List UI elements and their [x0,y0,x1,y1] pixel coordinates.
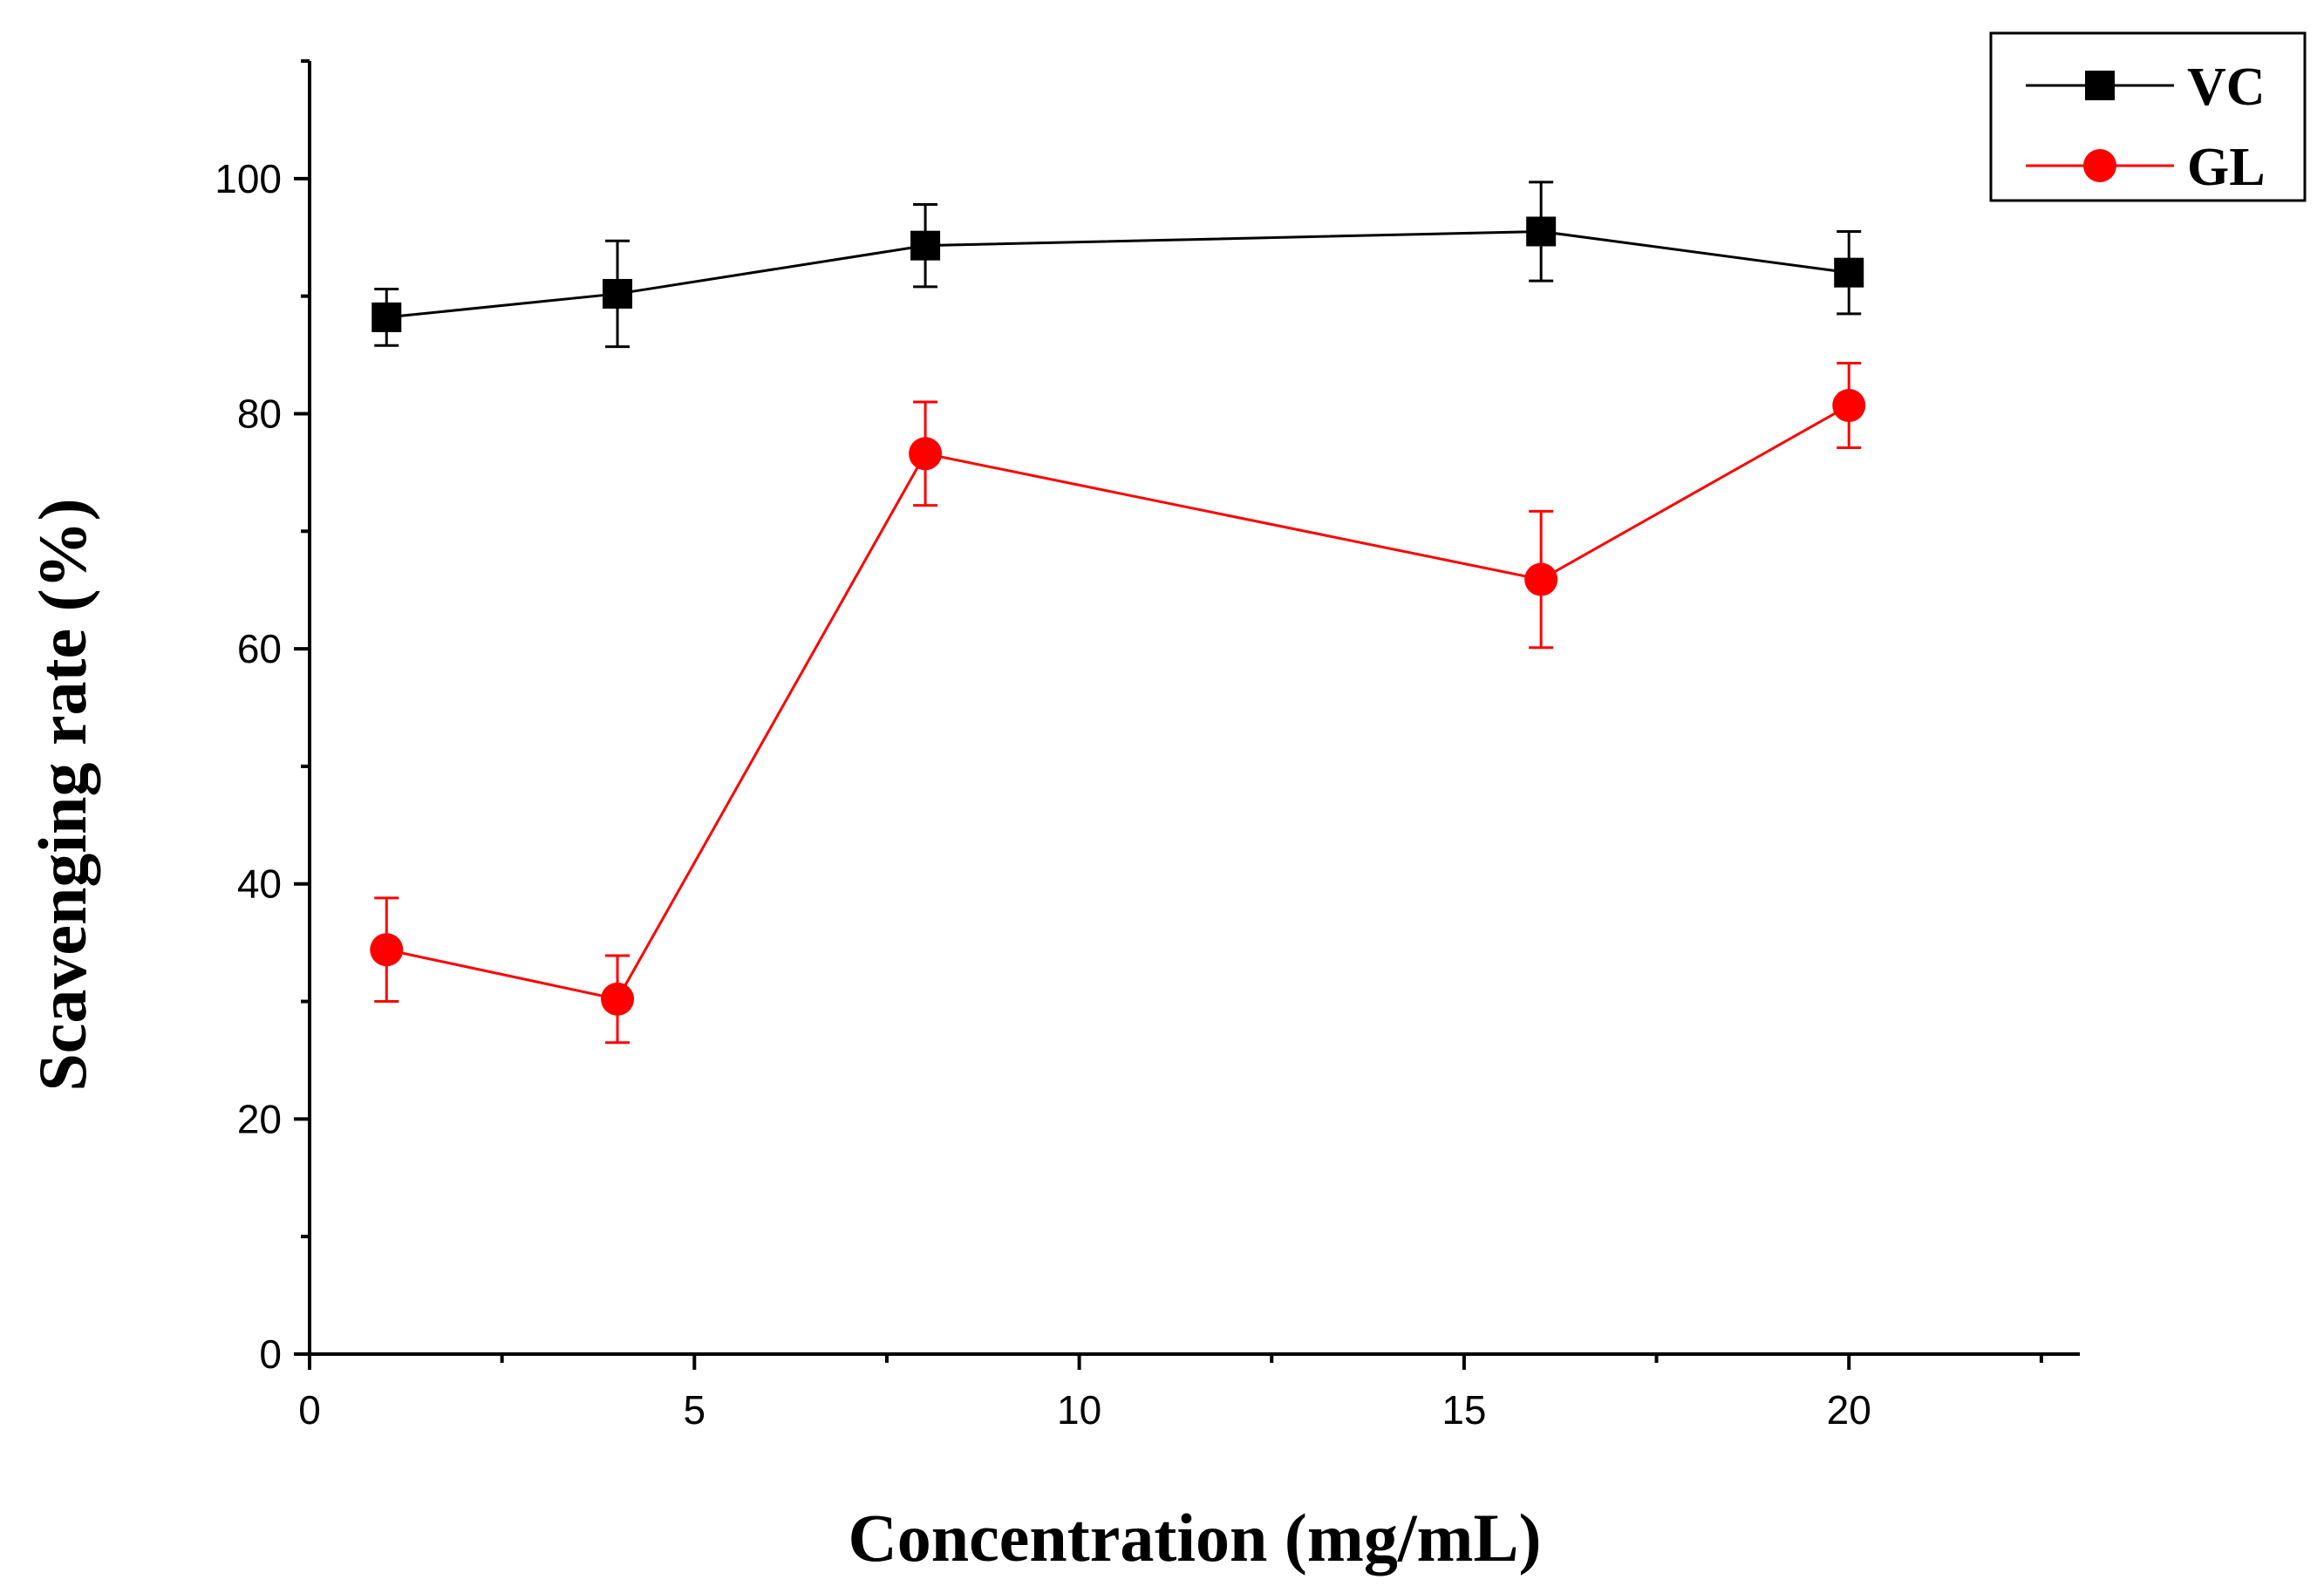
data-point [1526,216,1557,247]
data-point [601,982,635,1016]
data-point [1832,389,1866,423]
legend-marker-square-icon [2085,71,2115,100]
series-line-gl [385,404,1850,1001]
y-tick-label: 80 [237,391,282,436]
legend-label-vc: VC [2187,58,2266,117]
data-point [910,230,941,261]
data-point [1524,562,1558,596]
y-tick-label: 100 [215,156,282,201]
data-point [370,933,404,967]
series-vc [371,180,1864,349]
y-tick-label: 0 [259,1331,282,1377]
data-point [1834,257,1864,288]
legend-box [1989,31,2307,202]
x-tick-label: 10 [1057,1387,1101,1433]
series-gl [370,361,1866,1045]
legend: VC GL [1989,31,2307,202]
series-layer [370,180,1866,1045]
y-tick-label: 60 [237,626,282,671]
y-axis-title: Scavenging rate (%) [24,498,100,1091]
data-point [909,437,943,471]
y-tick-label: 40 [237,861,282,907]
x-tick-label: 5 [684,1387,706,1433]
legend-marker-circle-icon [2083,149,2116,182]
x-tick-label: 20 [1827,1387,1871,1433]
data-point [371,302,402,332]
x-tick-label: 0 [298,1387,321,1433]
legend-label-gl: GL [2187,138,2266,197]
axes: 0 20 40 60 80 100 0 5 10 15 20 [215,59,2080,1433]
y-tick-label: 20 [237,1096,282,1141]
x-tick-label: 15 [1441,1387,1486,1433]
x-axis-title: Concentration (mg/mL) [848,1500,1541,1576]
data-point [603,278,633,309]
